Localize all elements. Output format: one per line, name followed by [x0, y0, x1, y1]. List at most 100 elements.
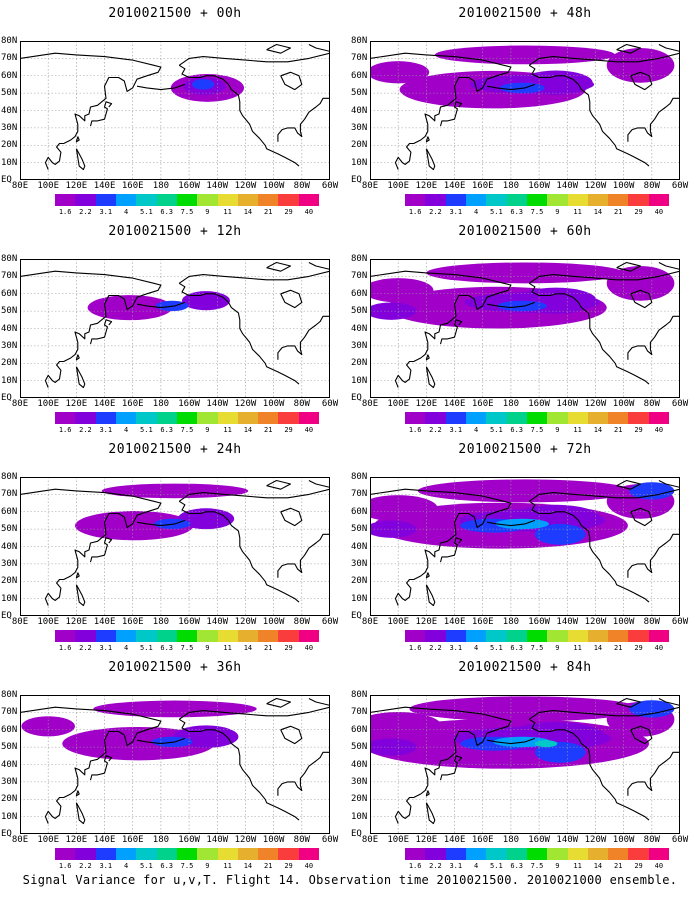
colorbar-label: 6.3: [160, 208, 174, 216]
colorbar-label: 2.2: [79, 208, 92, 216]
latitude-label: 70N: [351, 489, 368, 500]
coastline: [439, 537, 463, 563]
colorbar-swatch: [298, 412, 320, 424]
colorbar-swatch: [237, 848, 259, 860]
colorbar-label: 2.2: [79, 644, 92, 652]
colorbar: [55, 412, 320, 424]
map-plot: [370, 259, 680, 398]
latitude-label: EQ: [1, 175, 12, 185]
colorbar: [405, 194, 670, 206]
colorbar-label: 21: [264, 208, 273, 216]
colorbar-swatch: [425, 194, 446, 206]
colorbar-swatch: [156, 412, 177, 424]
colorbar-label: 21: [264, 426, 273, 434]
map-frame: [370, 477, 680, 616]
longitude-label: 160W: [528, 617, 550, 627]
map-frame: [20, 41, 330, 180]
coastline: [658, 262, 680, 270]
coastline: [308, 44, 330, 52]
longitude-label: 180: [152, 617, 170, 627]
map-panel: 2010021500 + 24h 80N 70N 60N 50N 40N 30N 20N 10N…: [0, 436, 350, 652]
latitude-label: 60N: [1, 724, 18, 735]
colorbar-label: 29: [634, 426, 643, 434]
longitude-label: 140W: [556, 181, 579, 191]
coastline: [75, 572, 80, 579]
colorbar-swatch: [405, 848, 426, 860]
latitude-label: 20N: [351, 576, 368, 587]
latitude-label: EQ: [1, 393, 12, 403]
longitude-label: 120W: [234, 181, 257, 191]
variance-contour: [370, 495, 438, 522]
colorbar-swatch: [465, 194, 487, 206]
longitude-label: 100E: [37, 617, 60, 627]
panel-title: 2010021500 + 60h: [458, 224, 592, 239]
coastline: [425, 136, 430, 143]
colorbar-swatch: [75, 412, 96, 424]
colorbar-label: 1.6: [408, 208, 422, 216]
variance-contour: [606, 265, 675, 301]
latitude-label: 80N: [351, 472, 368, 482]
longitude-label: 120W: [584, 181, 607, 191]
colorbar-label: 5.1: [140, 208, 153, 216]
longitude-label: 140W: [556, 399, 579, 409]
latitude-label: 80N: [351, 690, 368, 700]
colorbar-swatch: [567, 194, 588, 206]
latitude-label: 70N: [351, 271, 368, 282]
longitude-label: 180: [152, 835, 170, 845]
longitude-label: 100W: [612, 399, 635, 409]
colorbar-label: 5.1: [490, 426, 503, 434]
latitude-label: 30N: [1, 558, 18, 569]
coastline: [627, 533, 680, 578]
colorbar-label: 6.3: [160, 426, 174, 434]
longitude-label: 120E: [415, 399, 438, 409]
longitude-label: 140E: [93, 181, 116, 191]
colorbar-swatch: [217, 194, 238, 206]
latitude-label: 40N: [1, 541, 18, 552]
colorbar-swatch: [648, 412, 670, 424]
coastline: [89, 319, 113, 345]
colorbar-label: 4: [473, 644, 479, 652]
colorbar-swatch: [486, 194, 507, 206]
colorbar-swatch: [217, 412, 238, 424]
longitude-label: 80E: [11, 399, 29, 409]
colorbar-swatch: [567, 412, 588, 424]
longitude-label: 120W: [584, 835, 607, 845]
colorbar-swatch: [258, 848, 279, 860]
longitude-label: 140W: [206, 399, 229, 409]
map-panel: 2010021500 + 60h 80N 70N 60N 50N 40N 30N 20N 10N…: [350, 218, 700, 434]
colorbar-label: 9: [555, 644, 560, 652]
colorbar-label: 4: [123, 644, 129, 652]
colorbar-swatch: [486, 630, 507, 642]
colorbar-label: 2.2: [429, 862, 442, 870]
figure-caption: Signal Variance for u,v,T. Flight 14. Ob…: [22, 873, 678, 887]
colorbar-label: 7.5: [180, 208, 194, 216]
longitude-label: 160W: [528, 399, 550, 409]
colorbar-label: 11: [223, 426, 232, 434]
colorbar-label: 14: [243, 644, 253, 652]
latitude-label: 10N: [1, 811, 18, 822]
colorbar-swatch: [95, 194, 116, 206]
colorbar-swatch: [278, 630, 299, 642]
map-plot: [370, 41, 680, 180]
colorbar: [55, 630, 320, 642]
latitude-label: 50N: [1, 88, 18, 99]
latitude-label: 10N: [351, 811, 368, 822]
longitude-label: 100W: [262, 181, 285, 191]
colorbar-swatch: [587, 194, 609, 206]
latitude-label: 50N: [351, 306, 368, 317]
coastline: [439, 101, 463, 127]
variance-contour: [21, 716, 75, 737]
colorbar-swatch: [628, 194, 649, 206]
colorbar-label: 4: [473, 862, 479, 870]
longitude-label: 140W: [206, 835, 229, 845]
colorbar-label: 40: [304, 426, 314, 434]
coastline: [528, 488, 680, 502]
colorbar-label: 2.2: [429, 644, 442, 652]
coastline: [630, 289, 653, 309]
coastline: [425, 572, 430, 579]
coastline: [20, 52, 162, 170]
coastline: [528, 64, 650, 167]
map-frame: [370, 259, 680, 398]
colorbar-swatch: [55, 194, 76, 206]
colorbar-label: 5.1: [490, 862, 503, 870]
